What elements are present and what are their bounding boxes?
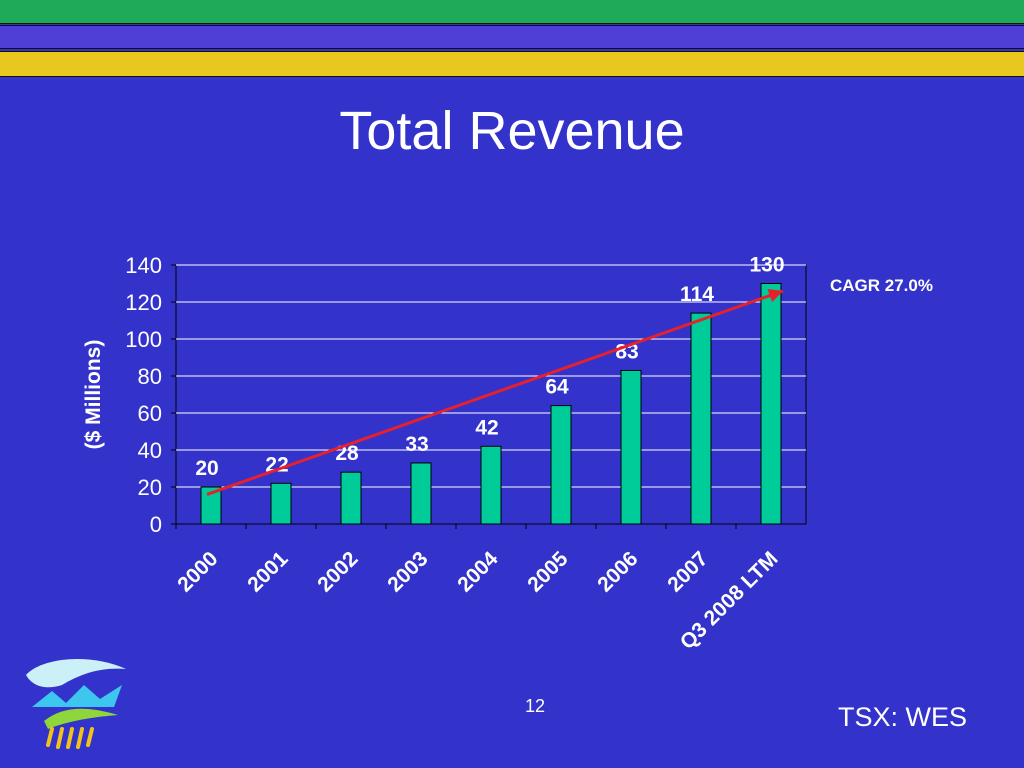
y-tick-label: 100	[125, 327, 162, 352]
trend-arrow-line	[206, 289, 784, 496]
data-label: 83	[615, 340, 638, 363]
top-band-yellow	[0, 51, 1024, 77]
y-tick-label: 0	[150, 512, 162, 537]
data-label: 20	[195, 457, 218, 480]
y-tick-label: 60	[138, 401, 162, 426]
bar	[340, 471, 362, 525]
bar	[200, 486, 222, 525]
y-tick-label: 120	[125, 290, 162, 315]
x-tick-label: 2004	[453, 547, 503, 597]
data-label: 64	[545, 376, 569, 399]
cagr-annotation: CAGR 27.0%	[830, 276, 933, 295]
y-tick-label: 80	[138, 364, 162, 389]
bar	[410, 462, 432, 525]
page-number: 12	[524, 696, 546, 716]
y-axis-label: ($ Millions)	[82, 340, 105, 450]
y-tick-label: 20	[138, 475, 162, 500]
bar	[480, 445, 502, 525]
top-band-green	[0, 0, 1024, 24]
data-label: 114	[680, 283, 714, 306]
data-label: 130	[749, 254, 784, 277]
data-label: 33	[405, 433, 428, 456]
bar	[550, 405, 572, 525]
bar	[620, 369, 642, 525]
bar	[270, 482, 292, 525]
x-tick-label: 2007	[663, 547, 712, 596]
slide-title: Total Revenue	[339, 101, 685, 161]
bar	[760, 283, 782, 525]
x-tick-label: 2001	[243, 547, 293, 597]
bar	[690, 312, 712, 525]
top-band-purple	[0, 25, 1024, 49]
y-tick-label: 140	[125, 253, 162, 278]
data-label: 42	[475, 416, 498, 439]
x-tick-label: 2003	[383, 547, 432, 596]
x-tick-label: 2000	[173, 547, 222, 596]
x-tick-label: 2006	[593, 547, 642, 596]
trend-arrow-head-icon	[767, 288, 783, 303]
x-tick-label: 2005	[523, 547, 573, 597]
ticker-symbol: TSX: WES	[838, 702, 968, 732]
company-logo-icon	[26, 658, 126, 749]
x-tick-label: 2002	[313, 547, 362, 596]
y-tick-label: 40	[138, 438, 162, 463]
